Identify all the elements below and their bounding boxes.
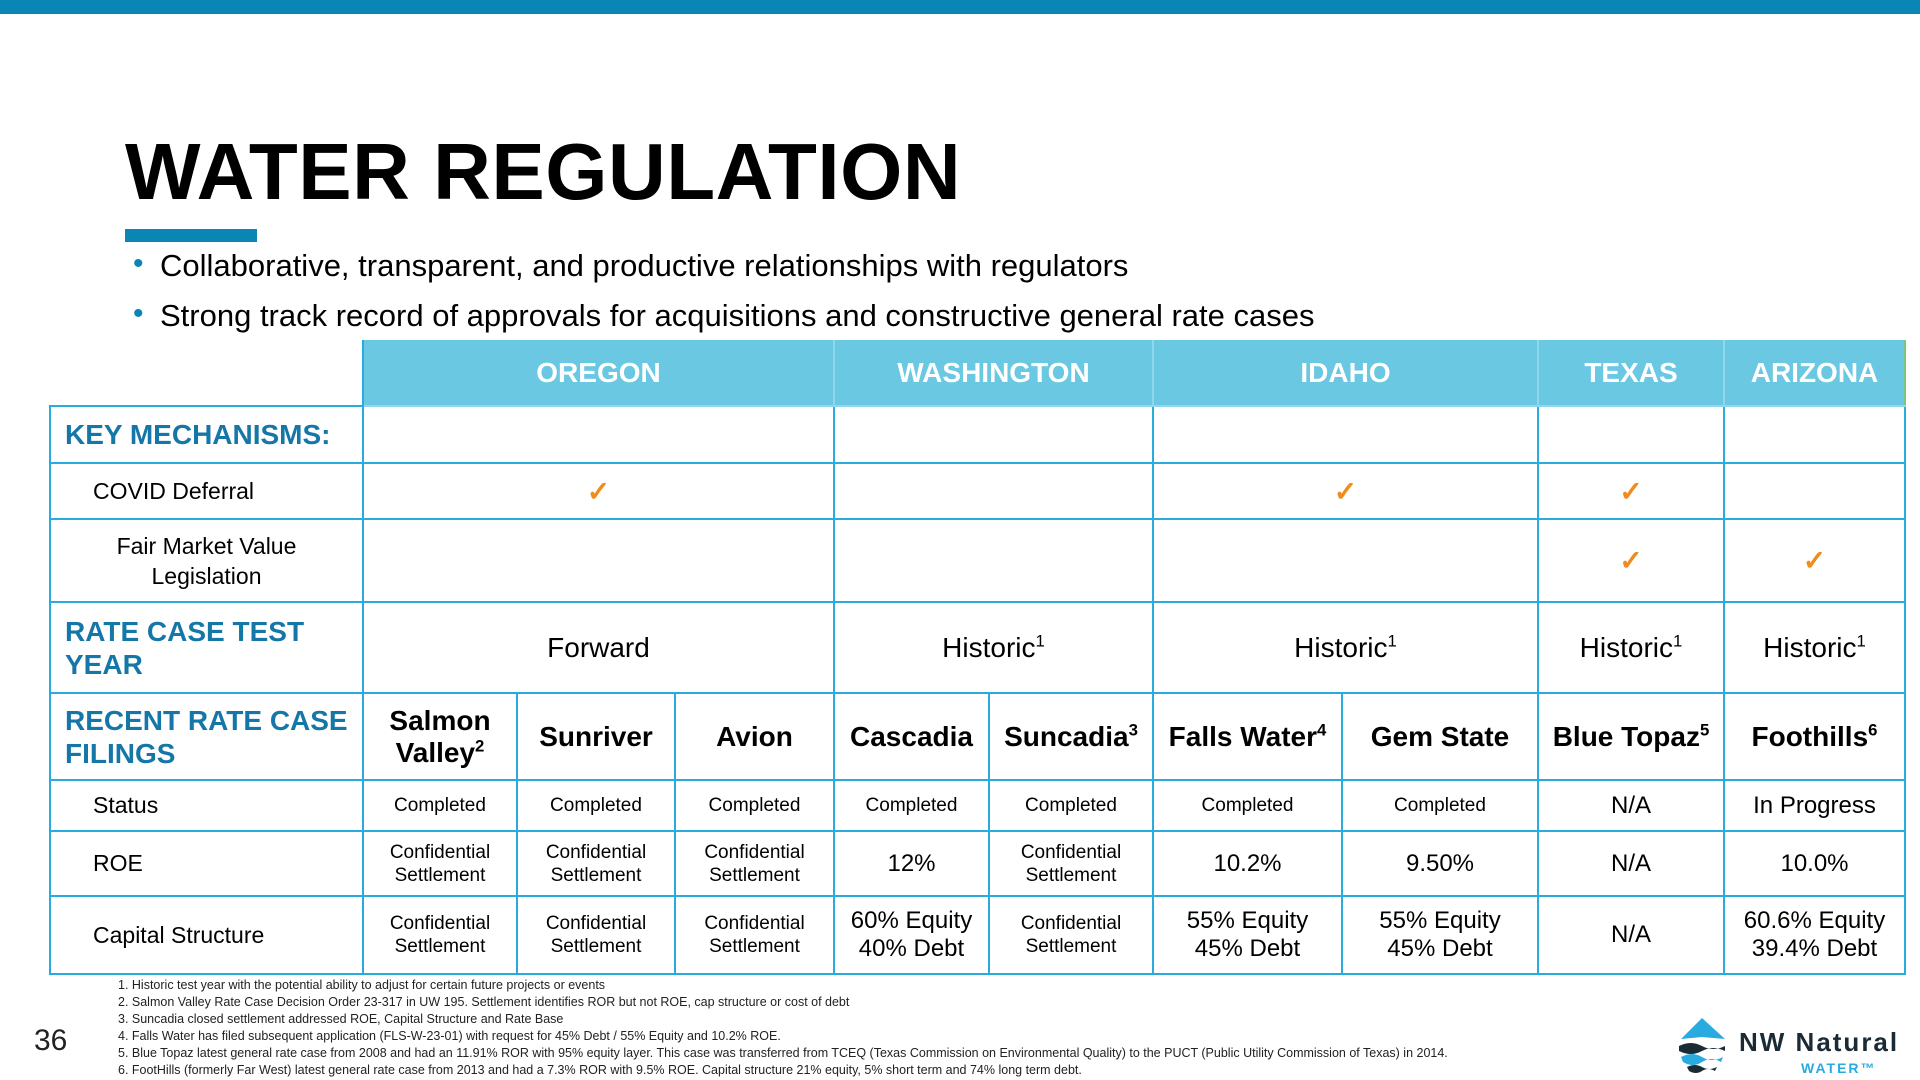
nw-natural-water-logo: NW Natural WATER™ <box>1673 1015 1903 1077</box>
company-salmon-valley: Salmon Valley2 <box>362 692 518 781</box>
capital-cell: Confidential Settlement <box>674 895 835 975</box>
company-suncadia: Suncadia3 <box>988 692 1154 781</box>
capital-cell: 60% Equity 40% Debt <box>833 895 990 975</box>
capital-cell: Confidential Settlement <box>516 895 676 975</box>
fmv-washington-cell <box>833 518 1154 603</box>
status-cell: Completed <box>988 779 1154 832</box>
roe-cell: N/A <box>1537 830 1725 897</box>
status-cell: Completed <box>674 779 835 832</box>
key-mechanisms-row: KEY MECHANISMS: <box>49 405 1906 464</box>
roe-cell: 12% <box>833 830 990 897</box>
status-cell: Completed <box>833 779 990 832</box>
capital-structure-label: Capital Structure <box>49 895 364 975</box>
bullet-item: • Strong track record of approvals for ac… <box>128 294 1314 344</box>
capital-cell: Confidential Settlement <box>362 895 518 975</box>
state-oregon: OREGON <box>362 340 835 407</box>
check-icon: ✓ <box>362 462 835 520</box>
footnote: 4. Falls Water has filed subsequent appl… <box>118 1029 781 1043</box>
footnote: 2. Salmon Valley Rate Case Decision Orde… <box>118 995 850 1009</box>
status-cell: Completed <box>1341 779 1539 832</box>
roe-cell: Confidential Settlement <box>362 830 518 897</box>
page-number: 36 <box>34 1024 68 1057</box>
capital-structure-row: Capital Structure Confidential Settlement… <box>49 895 1906 975</box>
filings-row: RECENT RATE CASE FILINGS Salmon Valley2 S… <box>49 692 1906 781</box>
logo-brand-text: NW Natural <box>1739 1027 1900 1057</box>
footnote: 6. FootHills (formerly Far West) latest … <box>118 1063 1082 1077</box>
roe-cell: 10.2% <box>1152 830 1343 897</box>
company-falls-water: Falls Water4 <box>1152 692 1343 781</box>
state-idaho: IDAHO <box>1152 340 1539 407</box>
title-underline <box>125 229 257 242</box>
test-year-arizona: Historic1 <box>1723 601 1906 694</box>
status-cell: Completed <box>1152 779 1343 832</box>
roe-label: ROE <box>49 830 364 897</box>
fmv-oregon-cell <box>362 518 835 603</box>
covid-arizona-cell <box>1723 462 1906 520</box>
capital-cell: Confidential Settlement <box>988 895 1154 975</box>
covid-deferral-row: COVID Deferral ✓ ✓ ✓ <box>49 462 1906 520</box>
bullet-dot-icon: • <box>133 297 144 330</box>
check-icon: ✓ <box>1537 462 1725 520</box>
footnote: 3. Suncadia closed settlement addressed … <box>118 1012 564 1026</box>
status-label: Status <box>49 779 364 832</box>
status-row: Status Completed Completed Completed Com… <box>49 779 1906 832</box>
key-mechanisms-label: KEY MECHANISMS: <box>49 405 364 464</box>
test-year-row: RATE CASE TEST YEAR Forward Historic1 Hi… <box>49 601 1906 694</box>
status-cell: N/A <box>1537 779 1725 832</box>
footnote: 1. Historic test year with the potential… <box>118 978 606 992</box>
company-blue-topaz: Blue Topaz5 <box>1537 692 1725 781</box>
check-icon: ✓ <box>1152 462 1539 520</box>
test-year-texas: Historic1 <box>1537 601 1725 694</box>
state-washington: WASHINGTON <box>833 340 1154 407</box>
company-foothills: Foothills6 <box>1723 692 1906 781</box>
logo-sub-text: WATER™ <box>1801 1060 1877 1076</box>
check-icon: ✓ <box>1723 518 1906 603</box>
regulation-table: OREGON WASHINGTON IDAHO TEXAS ARIZONA KE… <box>49 340 1906 975</box>
check-icon: ✓ <box>1537 518 1725 603</box>
water-drop-logo-icon <box>1679 1018 1725 1073</box>
bullet-list: • Collaborative, transparent, and product… <box>128 244 1314 344</box>
roe-cell: 9.50% <box>1341 830 1539 897</box>
roe-cell: Confidential Settlement <box>516 830 676 897</box>
state-header-row: OREGON WASHINGTON IDAHO TEXAS ARIZONA <box>50 340 1906 407</box>
bullet-item: • Collaborative, transparent, and product… <box>128 244 1314 294</box>
company-sunriver: Sunriver <box>516 692 676 781</box>
roe-cell: Confidential Settlement <box>988 830 1154 897</box>
roe-row: ROE Confidential Settlement Confidential S… <box>49 830 1906 897</box>
state-arizona: ARIZONA <box>1723 340 1906 407</box>
header-corner <box>50 340 364 407</box>
roe-cell: 10.0% <box>1723 830 1906 897</box>
footnotes: 1. Historic test year with the potential… <box>118 977 1448 1079</box>
status-cell: Completed <box>362 779 518 832</box>
footnote: 5. Blue Topaz latest general rate case f… <box>118 1046 1448 1060</box>
top-accent-bar <box>0 0 1920 14</box>
capital-cell: 60.6% Equity 39.4% Debt <box>1723 895 1906 975</box>
company-avion: Avion <box>674 692 835 781</box>
status-cell: In Progress <box>1723 779 1906 832</box>
capital-cell: 55% Equity 45% Debt <box>1152 895 1343 975</box>
fmv-idaho-cell <box>1152 518 1539 603</box>
covid-washington-cell <box>833 462 1154 520</box>
page-title: WATER REGULATION <box>125 127 962 216</box>
fmv-legislation-row: Fair Market Value Legislation ✓ ✓ <box>49 518 1906 603</box>
capital-cell: N/A <box>1537 895 1725 975</box>
company-gem-state: Gem State <box>1341 692 1539 781</box>
test-year-idaho: Historic1 <box>1152 601 1539 694</box>
test-year-oregon: Forward <box>362 601 835 694</box>
capital-cell: 55% Equity 45% Debt <box>1341 895 1539 975</box>
state-texas: TEXAS <box>1537 340 1725 407</box>
test-year-washington: Historic1 <box>833 601 1154 694</box>
bullet-dot-icon: • <box>133 247 144 280</box>
roe-cell: Confidential Settlement <box>674 830 835 897</box>
filings-label: RECENT RATE CASE FILINGS <box>49 692 364 781</box>
test-year-label: RATE CASE TEST YEAR <box>49 601 364 694</box>
company-cascadia: Cascadia <box>833 692 990 781</box>
fmv-legislation-label: Fair Market Value Legislation <box>49 518 364 603</box>
covid-deferral-label: COVID Deferral <box>49 462 364 520</box>
status-cell: Completed <box>516 779 676 832</box>
